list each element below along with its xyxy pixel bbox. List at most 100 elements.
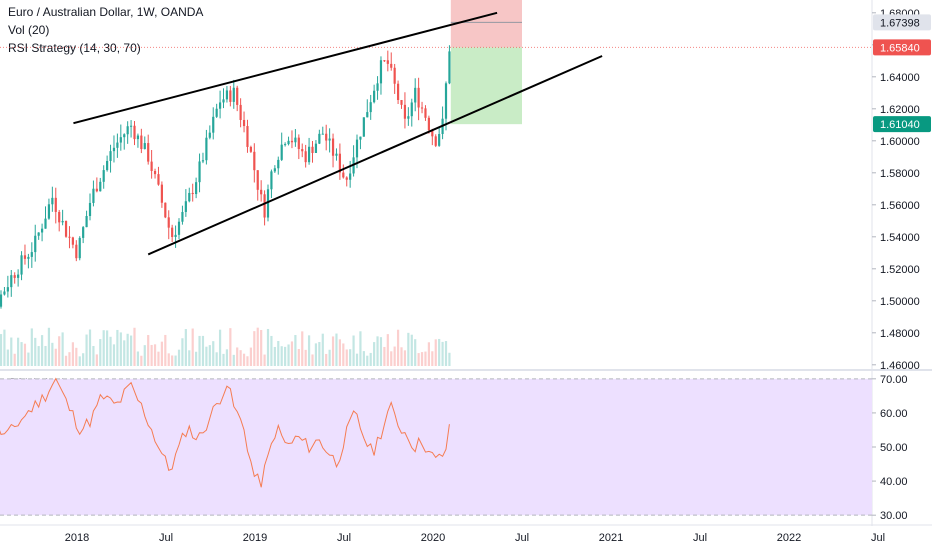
candle-body (318, 133, 321, 144)
candle-body (383, 60, 386, 62)
volume-bar (410, 334, 413, 366)
volume-bar (373, 342, 376, 366)
candle-body (13, 275, 16, 278)
candle-body (294, 137, 297, 143)
candle-body (400, 100, 403, 105)
candle-body (307, 146, 311, 163)
candle-body (44, 218, 47, 229)
candle-body (129, 125, 133, 127)
volume-bar (6, 349, 9, 366)
volume-bar (10, 337, 13, 366)
candle-body (222, 99, 225, 103)
volume-bar (260, 329, 263, 366)
candle-body (99, 181, 102, 192)
price-tick-label: 1.52000 (880, 264, 920, 276)
time-tick-label: Jul (871, 532, 885, 544)
volume-bar (441, 341, 444, 366)
candle-body (119, 137, 122, 143)
volume-bar (266, 328, 270, 366)
volume-bar (253, 331, 256, 366)
volume-bar (249, 347, 252, 366)
candle-body (147, 143, 150, 162)
time-tick-label: Jul (337, 532, 351, 544)
volume-bar (34, 337, 37, 366)
candle-body (424, 108, 427, 118)
volume-bar (44, 345, 47, 366)
volume-bar (318, 342, 321, 366)
candle-body (82, 227, 85, 238)
volume-bar (71, 342, 74, 366)
volume-bar (321, 333, 324, 366)
symbol-legend: Euro / Australian Dollar, 1W, OANDA (8, 5, 204, 19)
volume-bar (407, 332, 410, 366)
price-tick-label: 1.56000 (880, 200, 920, 212)
volume-bar (263, 354, 266, 366)
candle-body (263, 194, 266, 218)
candle-body (301, 149, 304, 152)
time-tick-label: 2020 (421, 532, 445, 544)
volume-bar (345, 349, 348, 366)
strategy-legend: RSI Strategy (14, 30, 70) (8, 41, 141, 55)
volume-bar (171, 355, 174, 366)
volume-bar (444, 341, 448, 366)
volume-bar (30, 328, 33, 366)
volume-bar (54, 348, 57, 366)
candle-body (150, 161, 153, 171)
candle-body (290, 140, 294, 143)
upper-trend-line (73, 11, 498, 125)
volume-bar (232, 354, 235, 366)
volume-bar (184, 329, 187, 366)
candle-body (0, 294, 3, 307)
candle-body (212, 116, 215, 133)
last-price-badge: 1.65840 (880, 42, 920, 54)
volume-bar (205, 346, 208, 366)
volume-bars (0, 327, 451, 366)
candle-body (160, 184, 163, 203)
volume-bar (236, 347, 239, 366)
candle-body (54, 197, 57, 212)
price-tick-label: 1.50000 (880, 296, 920, 308)
candle-body (376, 83, 379, 91)
volume-bar (301, 331, 304, 366)
candle-body (126, 126, 129, 135)
volume-bar (112, 344, 116, 366)
volume-bar (331, 336, 335, 366)
candle-body (109, 151, 112, 161)
volume-bar (396, 329, 400, 366)
volume-bar (349, 349, 352, 366)
candle-body (448, 51, 451, 84)
candles (0, 45, 451, 309)
price-tick-label: 1.54000 (880, 232, 920, 244)
volume-bar (335, 333, 338, 366)
volume-bar (119, 332, 122, 366)
candle-body (201, 160, 205, 162)
volume-bar (359, 331, 362, 366)
candle-body (136, 135, 140, 140)
volume-bar (17, 337, 20, 366)
candle-body (410, 102, 413, 117)
candle-body (112, 147, 116, 152)
time-tick-label: 2022 (777, 532, 801, 544)
candle-body (355, 139, 359, 158)
candle-body (218, 102, 222, 109)
candle-body (270, 171, 273, 190)
volume-bar (181, 338, 184, 366)
target-price-badge-bg (873, 116, 931, 133)
volume-bar (229, 328, 232, 366)
volume-bar (386, 334, 389, 366)
rsi-tick-label: 50.00 (880, 442, 908, 454)
volume-bar (143, 345, 146, 366)
volume-bar (133, 327, 136, 366)
candle-body (229, 90, 232, 102)
volume-bar (85, 334, 88, 366)
volume-bar (390, 351, 393, 366)
volume-bar (157, 351, 160, 366)
candle-body (3, 291, 6, 295)
candle-body (68, 236, 71, 238)
candle-body (64, 220, 68, 237)
candle-body (184, 201, 187, 212)
volume-bar (164, 334, 167, 366)
candle-body (403, 104, 407, 119)
candle-body (349, 173, 352, 180)
